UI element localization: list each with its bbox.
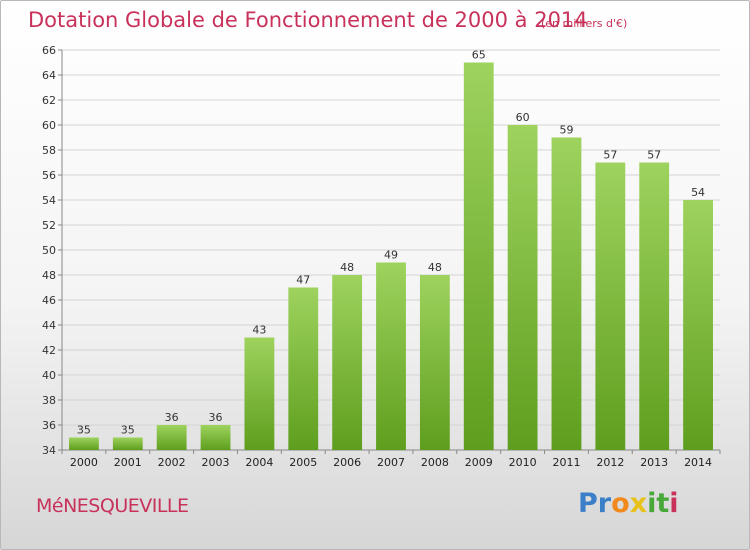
- bar: [551, 137, 582, 450]
- y-tick-label: 36: [42, 419, 56, 432]
- bar: [595, 162, 626, 450]
- x-tick-label: 2010: [509, 456, 537, 469]
- bar: [507, 125, 538, 450]
- x-tick-label: 2013: [640, 456, 668, 469]
- data-label: 47: [296, 274, 310, 287]
- data-label: 35: [77, 424, 91, 437]
- data-label: 54: [691, 186, 705, 199]
- y-tick-label: 64: [42, 69, 56, 82]
- bar: [639, 162, 670, 450]
- data-label: 36: [165, 411, 179, 424]
- y-tick-label: 44: [42, 319, 56, 332]
- y-tick-label: 66: [42, 44, 56, 57]
- data-label: 59: [559, 124, 573, 137]
- data-label: 57: [603, 149, 617, 162]
- bars: [69, 62, 713, 450]
- y-tick-label: 42: [42, 344, 56, 357]
- x-tick-label: 2006: [333, 456, 361, 469]
- y-tick-label: 50: [42, 244, 56, 257]
- y-tick-label: 40: [42, 369, 56, 382]
- x-tick-label: 2011: [552, 456, 580, 469]
- y-tick-label: 54: [42, 194, 56, 207]
- bar: [332, 275, 363, 450]
- chart-subtitle: (en milliers d'€): [541, 17, 628, 30]
- bar: [463, 62, 494, 450]
- logo-letter: x: [629, 488, 648, 519]
- logo-letter: r: [597, 488, 612, 519]
- data-label: 36: [209, 411, 223, 424]
- x-tick-label: 2004: [245, 456, 273, 469]
- x-tick-label: 2000: [70, 456, 98, 469]
- data-label: 48: [340, 261, 354, 274]
- data-label: 49: [384, 249, 398, 262]
- x-tick-label: 2002: [158, 456, 186, 469]
- y-tick-label: 58: [42, 144, 56, 157]
- bar: [288, 287, 319, 450]
- labels: 2000 35 2001 35 2002 36 2003 36 2004 43 2005 47 2006…: [70, 49, 712, 470]
- logo-letter: P: [578, 488, 598, 519]
- data-label: 35: [121, 424, 135, 437]
- bar: [244, 337, 275, 450]
- data-label: 48: [428, 261, 442, 274]
- chart-title: Dotation Globale de Fonctionnement de 20…: [28, 8, 588, 32]
- bar: [419, 275, 450, 450]
- y-tick-label: 62: [42, 94, 56, 107]
- y-tick-label: 46: [42, 294, 56, 307]
- logo-letter: t: [656, 488, 670, 519]
- x-tick-label: 2007: [377, 456, 405, 469]
- x-tick-label: 2001: [114, 456, 142, 469]
- y-tick-label: 52: [42, 219, 56, 232]
- x-tick-label: 2003: [202, 456, 230, 469]
- data-label: 43: [252, 324, 266, 337]
- data-label: 65: [472, 49, 486, 62]
- bar: [376, 262, 406, 450]
- y-tick-label: 38: [42, 394, 56, 407]
- bar: [156, 425, 187, 450]
- logo-letter: i: [647, 488, 657, 519]
- data-label: 60: [516, 111, 530, 124]
- proxiti-logo: Proxiti: [578, 488, 679, 519]
- x-tick-label: 2005: [289, 456, 317, 469]
- y-tick-label: 34: [42, 444, 56, 457]
- logo-letter: o: [611, 488, 630, 519]
- logo-letter: i: [669, 488, 679, 519]
- x-tick-label: 2014: [684, 456, 712, 469]
- x-tick-label: 2012: [596, 456, 624, 469]
- y-tick-label: 56: [42, 169, 56, 182]
- bar: [200, 425, 231, 450]
- y-tick-label: 48: [42, 269, 56, 282]
- x-tick-label: 2009: [465, 456, 493, 469]
- bar: [683, 200, 713, 450]
- bar: [69, 437, 99, 450]
- x-tick-label: 2008: [421, 456, 449, 469]
- data-label: 57: [647, 149, 661, 162]
- bar: [112, 437, 143, 450]
- y-tick-label: 60: [42, 119, 56, 132]
- commune-name: MéNESQUEVILLE: [36, 495, 189, 517]
